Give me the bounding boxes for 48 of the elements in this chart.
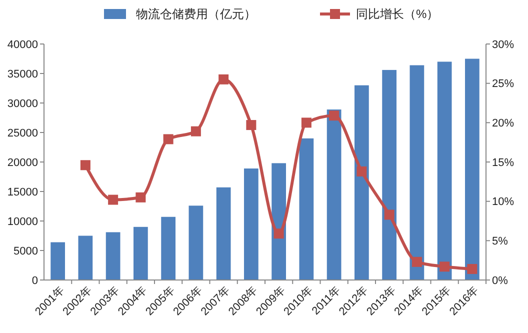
legend-label: 物流仓储费用（亿元） [136, 7, 256, 22]
bar [216, 187, 231, 280]
y-tick-label: 35000 [7, 68, 38, 80]
point [329, 110, 340, 121]
point [384, 210, 394, 220]
point [356, 166, 367, 176]
bar [326, 109, 342, 280]
y2-tick-label: 30% [492, 38, 514, 51]
bar [244, 168, 258, 280]
point [218, 74, 229, 84]
bar [134, 226, 148, 280]
y2-tick-label: 25% [492, 78, 514, 90]
y-tick-label: 20000 [7, 156, 38, 169]
bar [188, 206, 204, 280]
bar [78, 236, 93, 280]
point [274, 228, 284, 239]
bar [410, 65, 424, 280]
bar [382, 70, 396, 280]
point [163, 134, 174, 144]
bar [161, 216, 176, 280]
y-tick-label: 15000 [7, 186, 38, 198]
bar [50, 242, 65, 280]
point [136, 192, 146, 202]
point [108, 194, 118, 205]
bar [354, 85, 369, 280]
bar [106, 232, 120, 280]
bar [465, 58, 480, 280]
y2-tick-label: 20% [492, 118, 514, 130]
point [190, 126, 201, 136]
y-tick-label: 5000 [14, 245, 38, 258]
y2-tick-label: 0% [492, 274, 508, 287]
y-tick-label: 40000 [7, 38, 38, 51]
point [246, 120, 256, 130]
point [440, 262, 450, 272]
bar [299, 138, 314, 280]
y-tick-label: 30000 [7, 98, 38, 110]
point [412, 256, 422, 267]
y-tick-label: 0 [32, 274, 38, 287]
y-tick-label: 25000 [7, 127, 38, 140]
point [301, 118, 312, 128]
y2-tick-label: 15% [492, 156, 514, 169]
point [80, 160, 90, 170]
y2-tick-label: 10% [492, 196, 514, 208]
bar [437, 62, 452, 280]
y-tick-label: 10000 [7, 216, 38, 228]
y2-tick-label: 5% [492, 236, 508, 248]
legend-label: 同比增长（%） [356, 7, 439, 22]
point [467, 264, 478, 274]
